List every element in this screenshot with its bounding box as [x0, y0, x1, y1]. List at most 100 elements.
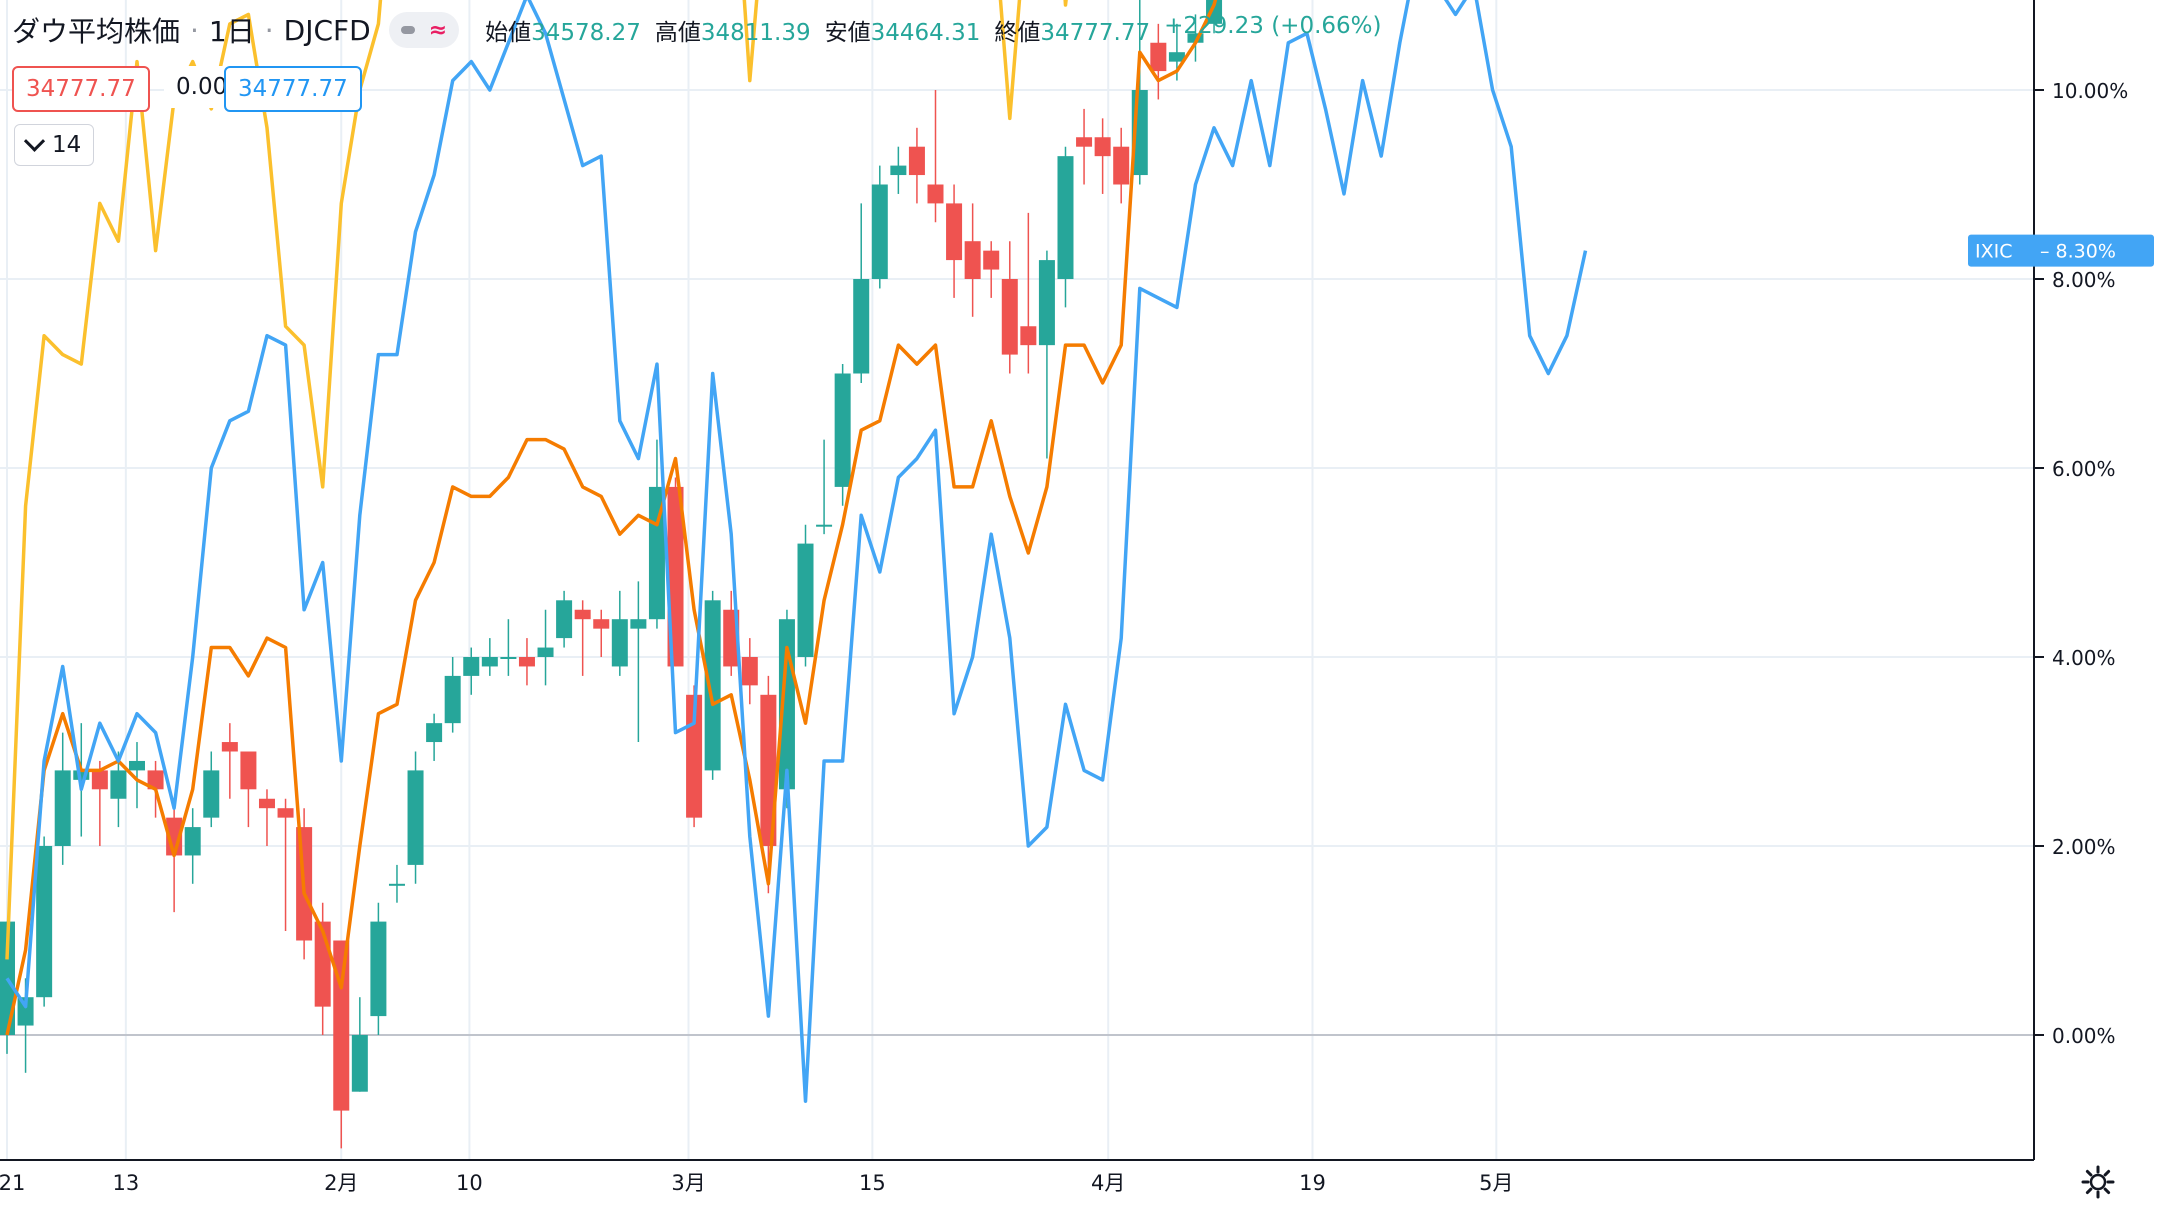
candle-body: [36, 846, 53, 998]
x-tick-label: 21: [0, 1171, 25, 1195]
candle-body: [1094, 137, 1111, 157]
candle-body: [110, 770, 127, 799]
x-tick-label: 4月: [1091, 1171, 1125, 1195]
candle-body: [333, 940, 350, 1111]
candle-body: [17, 997, 34, 1026]
candle-body: [221, 742, 238, 752]
ohlc-values: 始値34578.27 高値34811.39 安値34464.31 終値34777…: [485, 13, 1381, 47]
candle-body: [370, 921, 387, 1017]
eye-icon[interactable]: [400, 26, 415, 34]
y-tick-label: 0.00%: [2052, 1024, 2116, 1048]
candle-body: [704, 600, 721, 771]
high-value: 34811.39: [700, 20, 811, 46]
candle-body: [556, 600, 573, 639]
close-label: 終値: [994, 20, 1041, 46]
y-tick-label: 6.00%: [2052, 457, 2116, 481]
series-line-us2000usd: [5, 0, 1068, 960]
y-tick-label: 8.00%: [2052, 268, 2116, 292]
candle-body: [927, 184, 944, 204]
candle-body: [1206, 0, 1223, 24]
y-tick-label: 4.00%: [2052, 646, 2116, 670]
candle-body: [797, 543, 814, 657]
candle-body: [964, 241, 981, 279]
buy-price-box[interactable]: 34777.77: [224, 66, 362, 112]
candlesticks: [0, 0, 1223, 1149]
candle-body: [611, 619, 628, 667]
low-label: 安値: [824, 20, 871, 46]
candle-body: [741, 657, 758, 686]
candle-body: [73, 770, 90, 780]
open-value: 34578.27: [531, 20, 641, 46]
x-tick-label: 3月: [671, 1171, 705, 1195]
indicators-collapse-button[interactable]: 14: [14, 124, 95, 166]
separator-dot: ·: [190, 13, 199, 47]
close-value: 34777.77: [1040, 20, 1151, 46]
candle-body: [853, 279, 870, 374]
indicator-count: 14: [52, 132, 82, 158]
candle-body: [537, 647, 554, 657]
exchange[interactable]: DJCFD: [283, 13, 371, 47]
price-scale[interactable]: −2.00%0.00%2.00%4.00%6.00%8.00%10.00%12.…: [2034, 0, 2132, 1206]
candle-body: [351, 1035, 368, 1092]
vertical-grid: [6, 0, 1498, 1160]
candle-body: [481, 657, 498, 667]
candle-body: [1076, 137, 1093, 147]
candle-body: [1113, 146, 1130, 185]
approx-icon[interactable]: ≈: [428, 17, 448, 43]
x-tick-label: 19: [1299, 1171, 1326, 1195]
x-tick-label: 13: [112, 1171, 139, 1195]
series-label-ixic: IXIC – 8.30%: [1968, 234, 2154, 267]
time-scale[interactable]: 21 13 2月 10 3月 15 4月 19 5月: [0, 1171, 1514, 1195]
candle-body: [426, 723, 443, 743]
settings-gear-icon[interactable]: [2080, 1164, 2116, 1200]
candle-body: [444, 675, 461, 724]
series-last-value-labels: US2000USD– 16.34%DJI– 15.07%SPX– 14.37%I…: [1968, 234, 2154, 267]
series-line-spx: [5, 0, 1218, 1036]
sell-price-box[interactable]: 34777.77: [12, 66, 150, 112]
x-tick-label: 10: [456, 1171, 483, 1195]
series-label-symbol: IXIC: [1975, 241, 2013, 263]
candle-body: [147, 770, 164, 790]
symbol-name[interactable]: ダウ平均株価: [12, 15, 181, 48]
separator-dot: ·: [264, 13, 274, 47]
candle-body: [834, 373, 851, 487]
candle-body: [518, 657, 535, 667]
candle-body: [91, 770, 108, 790]
price-scale-bg: [2035, 0, 2158, 1160]
candle-body: [463, 657, 480, 676]
candle-body: [593, 619, 610, 629]
candle-body: [240, 751, 257, 790]
y-tick-label: 2.00%: [2052, 835, 2116, 859]
candle-body: [648, 486, 665, 620]
candle-body: [203, 770, 220, 818]
candle-body: [388, 883, 405, 886]
candle-body: [128, 760, 145, 771]
series-label-value: – 8.30%: [2040, 241, 2116, 263]
time-scale-bg: [0, 1161, 2158, 1206]
candle-body: [1038, 260, 1055, 346]
candle-body: [407, 770, 424, 865]
x-tick-label: 2月: [324, 1171, 358, 1195]
high-label: 高値: [654, 20, 701, 46]
candle-body: [574, 609, 591, 620]
comparison-lines: [5, 0, 1588, 1103]
candle-body: [1168, 52, 1185, 62]
candle-body: [630, 619, 647, 629]
candle-body: [890, 165, 907, 176]
candle-body: [1150, 42, 1167, 72]
candle-body: [908, 146, 925, 176]
x-tick-label: 5月: [1479, 1171, 1513, 1195]
candle-body: [500, 657, 517, 659]
candle-body: [946, 203, 963, 261]
open-label: 始値: [485, 20, 532, 46]
candle-body: [277, 808, 294, 818]
candle-body: [1057, 156, 1074, 279]
series-line-ixic: [5, 0, 1588, 1103]
low-value: 34464.31: [870, 20, 981, 46]
series-label-bg: [1968, 234, 2154, 267]
chevron-down-icon: [23, 130, 46, 152]
visibility-toggle[interactable]: ≈: [388, 12, 460, 48]
interval[interactable]: 1日: [208, 15, 255, 48]
chart-legend-header: ダウ平均株価 · 1日 · DJCFD ≈ 始値34578.27 高値34811…: [12, 8, 1381, 52]
